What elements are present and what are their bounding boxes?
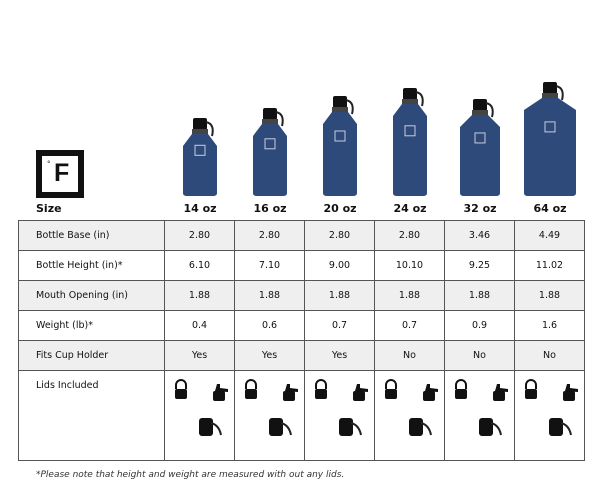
- cell-value: 0.6: [234, 310, 305, 341]
- lids-cell: [444, 370, 515, 461]
- size-header: 24 oz: [393, 202, 427, 215]
- spec-table: Bottle Base (in) 2.80 2.80 2.80 2.80 3.46 4.49…: [18, 220, 585, 461]
- spout-lid-icon: [493, 384, 508, 401]
- lids-image: [385, 379, 438, 436]
- cell-value: 9.00: [304, 250, 375, 281]
- cell-value: 1.6: [514, 310, 585, 341]
- cell-value: 1.88: [164, 280, 235, 311]
- logo-letter: F: [54, 159, 70, 187]
- chug-lid-icon: [479, 418, 502, 436]
- table-row: Weight (lb)* 0.4 0.6 0.7 0.7 0.9 1.6: [18, 310, 585, 341]
- cell-value: 4.49: [514, 220, 585, 251]
- row-label: Bottle Base (in): [18, 220, 165, 251]
- bottle-image: [393, 88, 427, 196]
- cell-value: No: [514, 340, 585, 371]
- handle-lid-icon: [525, 379, 537, 399]
- cell-value: 2.80: [164, 220, 235, 251]
- cell-value: 1.88: [374, 280, 445, 311]
- size-header: 14 oz: [183, 202, 217, 215]
- table-row: Lids Included: [18, 370, 585, 461]
- spout-lid-icon: [563, 384, 578, 401]
- lids-image: [315, 379, 368, 436]
- cell-value: 0.7: [374, 310, 445, 341]
- table-row: Fits Cup Holder Yes Yes Yes No No No: [18, 340, 585, 371]
- size-header: 16 oz: [253, 202, 287, 215]
- bottle-image: [323, 96, 357, 196]
- lids-image: [455, 379, 508, 436]
- cell-value: No: [374, 340, 445, 371]
- lids-cell: [374, 370, 445, 461]
- cell-value: 10.10: [374, 250, 445, 281]
- cell-value: Yes: [234, 340, 305, 371]
- bottle-image: [460, 99, 500, 196]
- handle-lid-icon: [455, 379, 467, 399]
- cell-value: 1.88: [444, 280, 515, 311]
- chug-lid-icon: [199, 418, 222, 436]
- cell-value: Yes: [164, 340, 235, 371]
- cell-value: No: [444, 340, 515, 371]
- cell-value: 0.4: [164, 310, 235, 341]
- spout-lid-icon: [283, 384, 298, 401]
- bottle-image: [253, 108, 287, 196]
- lids-cell: [234, 370, 305, 461]
- cell-value: 1.88: [304, 280, 375, 311]
- lids-cell: [514, 370, 585, 461]
- cell-value: 2.80: [304, 220, 375, 251]
- size-header: 64 oz: [533, 202, 567, 215]
- spout-lid-icon: [353, 384, 368, 401]
- cell-value: 7.10: [234, 250, 305, 281]
- chug-lid-icon: [409, 418, 432, 436]
- size-label: Size: [36, 202, 62, 215]
- spout-lid-icon: [423, 384, 438, 401]
- row-label: Lids Included: [18, 370, 165, 461]
- handle-lid-icon: [175, 379, 187, 399]
- cell-value: 0.9: [444, 310, 515, 341]
- cell-value: Yes: [304, 340, 375, 371]
- lids-image: [245, 379, 298, 436]
- footnote: *Please note that height and weight are …: [36, 470, 345, 480]
- lids-cell: [304, 370, 375, 461]
- bottle-image: [524, 82, 576, 196]
- brand-logo: ° F: [36, 150, 84, 198]
- table-row: Mouth Opening (in) 1.88 1.88 1.88 1.88 1.88 1.…: [18, 280, 585, 311]
- cell-value: 3.46: [444, 220, 515, 251]
- handle-lid-icon: [385, 379, 397, 399]
- cell-value: 1.88: [514, 280, 585, 311]
- lids-cell: [164, 370, 235, 461]
- cell-value: 6.10: [164, 250, 235, 281]
- row-label: Bottle Height (in)*: [18, 250, 165, 281]
- table-row: Bottle Base (in) 2.80 2.80 2.80 2.80 3.46 4.49: [18, 220, 585, 251]
- cell-value: 11.02: [514, 250, 585, 281]
- cell-value: 1.88: [234, 280, 305, 311]
- cell-value: 2.80: [234, 220, 305, 251]
- chug-lid-icon: [339, 418, 362, 436]
- row-label: Weight (lb)*: [18, 310, 165, 341]
- size-header: 32 oz: [463, 202, 497, 215]
- lids-image: [175, 379, 228, 436]
- cell-value: 2.80: [374, 220, 445, 251]
- size-header: 20 oz: [323, 202, 357, 215]
- cell-value: 0.7: [304, 310, 375, 341]
- chug-lid-icon: [549, 418, 572, 436]
- row-label: Fits Cup Holder: [18, 340, 165, 371]
- bottle-image: [183, 118, 217, 196]
- handle-lid-icon: [245, 379, 257, 399]
- cell-value: 9.25: [444, 250, 515, 281]
- handle-lid-icon: [315, 379, 327, 399]
- spout-lid-icon: [213, 384, 228, 401]
- logo-degree: °: [47, 160, 51, 168]
- row-label: Mouth Opening (in): [18, 280, 165, 311]
- table-row: Bottle Height (in)* 6.10 7.10 9.00 10.10 9.25…: [18, 250, 585, 281]
- lids-image: [525, 379, 578, 436]
- chug-lid-icon: [269, 418, 292, 436]
